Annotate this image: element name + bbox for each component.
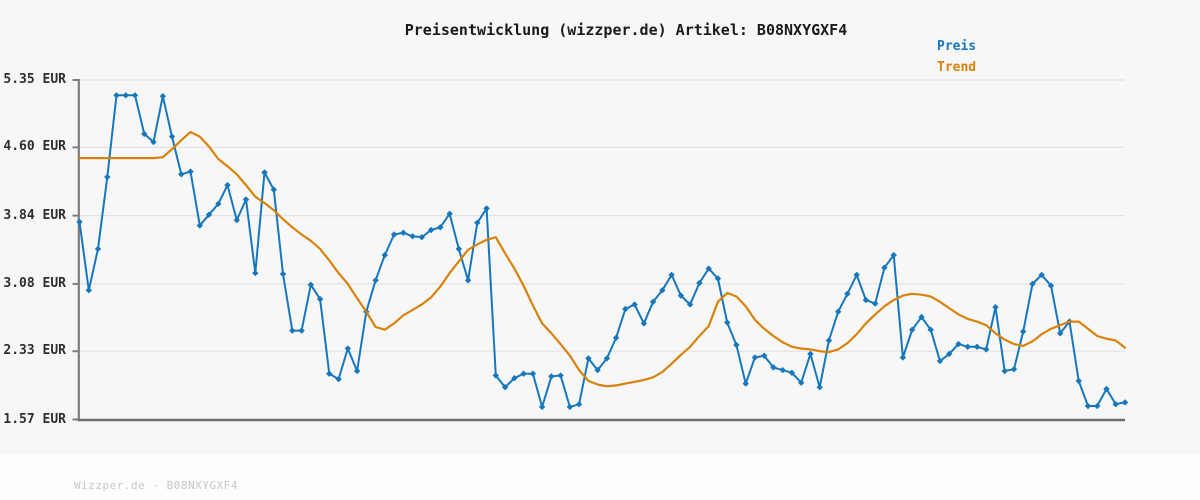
y-axis-tick-label: 1.57 EUR — [3, 411, 66, 427]
y-axis-tick-label: 3.08 EUR — [3, 275, 66, 291]
legend-item-trend: Trend — [937, 60, 977, 75]
footer-strip — [0, 455, 1200, 500]
trend-line — [78, 131, 1127, 388]
y-axis-tick-label: 4.60 EUR — [3, 139, 66, 155]
chart-title: Preisentwicklung (wizzper.de) Artikel: B… — [404, 21, 848, 39]
y-axis-tick-label: 5.35 EUR — [3, 72, 66, 87]
y-axis-tick-label: 2.33 EUR — [3, 343, 66, 359]
legend-item-preis: Preis — [937, 39, 977, 54]
y-axis-tick-label: 3.84 EUR — [3, 207, 66, 223]
preis-line — [76, 92, 1129, 411]
watermark-text: Wizzper.de - B08NXYGXF4 — [74, 479, 238, 492]
